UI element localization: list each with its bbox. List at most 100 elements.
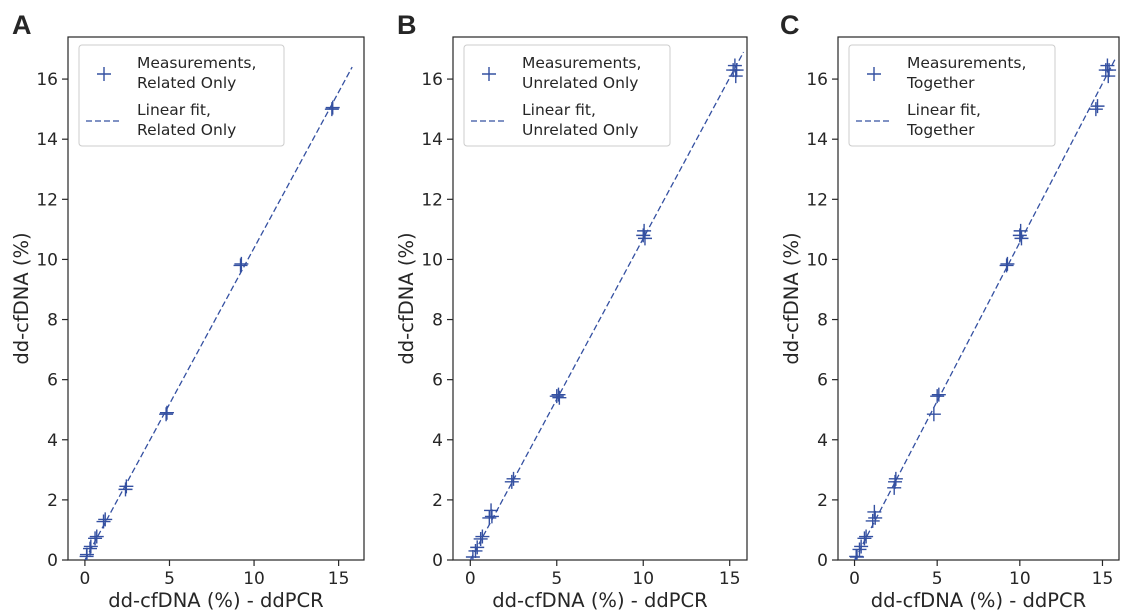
plot-frame [837,36,1120,561]
data-point [98,512,113,527]
data-point [549,389,564,404]
legend-label: Linear fit, Related Only [137,101,236,139]
data-point [888,474,903,489]
x-tick-label: 10 [1009,569,1031,589]
y-tick-label: 12 [806,190,828,210]
data-point [637,223,652,238]
data-point [850,549,865,560]
x-tick-label: 5 [932,569,943,589]
y-tick-label: 4 [817,431,828,451]
panel-letter: C [780,10,800,40]
data-point [1088,102,1103,117]
x-tick-label: 15 [1092,569,1114,589]
data-point [857,531,872,546]
chart-panel-a: A 0 5 10 15 0 2 4 6 8 10 12 14 16 dd-cfDNA (%) - ddPCR… [10,10,365,610]
data-point [473,531,488,546]
data-point [504,474,519,489]
data-point [999,258,1014,273]
x-axis-label: dd-cfDNA (%) - ddPCR [492,589,707,610]
data-point [88,531,103,546]
legend-box [78,44,285,147]
data-point [1090,99,1105,114]
y-tick-label: 16 [36,70,58,90]
y-tick-label: 6 [432,371,443,391]
fit-line [84,66,353,560]
data-point [854,539,869,554]
y-tick-label: 10 [36,250,58,270]
y-tick-label: 16 [806,70,828,90]
y-tick-label: 12 [421,190,443,210]
fit-line [469,51,745,560]
data-point [552,390,567,405]
legend-label: Measurements, Together [906,54,1026,92]
data-point [868,510,883,525]
data-point [484,503,499,518]
y-tick-label: 10 [806,250,828,270]
x-axis-label: dd-cfDNA (%) - ddPCR [871,589,1086,610]
y-tick-label: 2 [817,491,828,511]
plot-area [849,57,1117,560]
x-tick-label: 10 [243,569,265,589]
legend-marker-plus [867,67,881,81]
y-tick-label: 6 [817,371,828,391]
y-tick-label: 16 [421,70,443,90]
data-point [233,258,248,273]
x-tick-label: 15 [719,569,741,589]
panel-letter: B [397,10,417,40]
data-point [119,479,134,494]
data-point [888,471,903,486]
legend-box [463,44,671,147]
data-point [484,509,499,524]
data-point [159,407,174,422]
y-axis-label: dd-cfDNA (%) [10,232,33,364]
x-tick-label: 10 [632,569,654,589]
y-tick-label: 2 [432,491,443,511]
x-tick-label: 0 [80,569,91,589]
y-tick-label: 4 [47,431,58,451]
x-tick-label: 0 [849,569,860,589]
y-tick-label: 0 [432,551,443,571]
data-point [82,541,97,556]
legend-box [848,44,1056,147]
chart-panel-c: C 0 5 10 15 0 2 4 6 8 10 12 14 16 dd-cfDNA (%) - ddPCR… [780,10,1120,610]
y-tick-label: 0 [47,551,58,571]
data-point [551,387,566,402]
plot-frame [452,36,748,561]
data-point [637,231,652,246]
data-point [79,547,94,560]
y-axis-label: dd-cfDNA (%) [395,232,418,364]
panel-letter: A [12,10,32,40]
data-point [234,256,249,271]
plot-frame [67,36,365,561]
data-point [930,389,945,404]
data-point [926,407,941,422]
data-point [1000,256,1015,271]
y-tick-label: 6 [47,371,58,391]
y-tick-label: 8 [432,311,443,331]
chart-panel-b: B 0 5 10 15 0 2 4 6 8 10 12 14 16 dd-cfDNA (%) - ddPCR… [395,10,748,610]
x-tick-label: 5 [164,569,175,589]
y-tick-label: 14 [421,130,443,150]
legend-marker-plus [97,67,111,81]
x-tick-label: 15 [328,569,350,589]
data-point [89,529,104,544]
y-tick-label: 10 [421,250,443,270]
legend-label: Measurements, Unrelated Only [522,54,641,92]
y-tick-label: 4 [432,431,443,451]
y-tick-label: 8 [47,311,58,331]
data-point [482,510,497,525]
y-tick-label: 8 [817,311,828,331]
plot-area [79,66,353,560]
fit-line [853,57,1117,560]
legend-marker-plus [482,67,496,81]
plot-area [465,51,745,560]
legend-label: Linear fit, Together [906,101,981,139]
y-tick-label: 14 [36,130,58,150]
data-point [83,539,98,554]
x-axis-label: dd-cfDNA (%) - ddPCR [108,589,323,610]
data-point [325,100,340,115]
y-axis-label: dd-cfDNA (%) [780,232,803,364]
x-tick-label: 5 [551,569,562,589]
data-point [465,549,480,560]
